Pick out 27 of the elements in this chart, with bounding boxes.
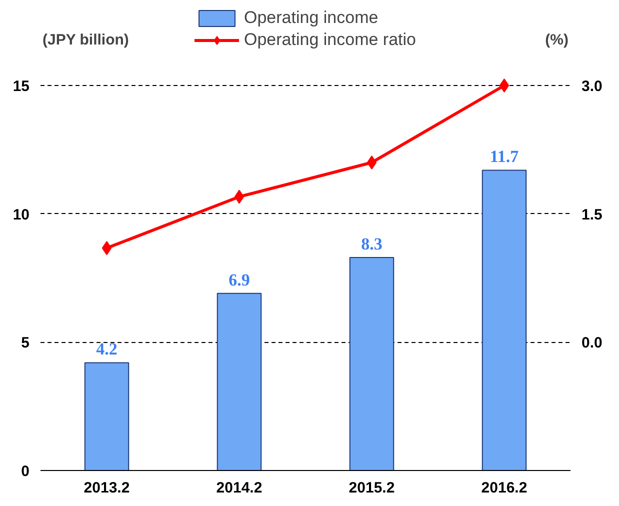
y-tick-label: 5 [21,334,30,352]
data-label: 8.3 [361,234,382,254]
y2-tick-label: 1.5 [582,206,602,224]
bar [84,362,130,470]
legend-label: Operating income [244,8,378,28]
data-label: 4.2 [96,340,118,359]
y-axis-title: (JPY billion) [42,32,129,48]
data-label: 6.9 [228,270,250,290]
y2-tick-label: 3.0 [582,78,602,95]
point [102,241,112,256]
legend-label: Operating income ratio [244,30,416,50]
x-tick-label: 2014.2 [216,480,262,496]
bar [349,256,394,470]
y2-tick-label: 0.0 [582,334,602,352]
point [499,78,510,92]
data-label: 11.7 [490,147,520,166]
y2-axis-title: (%) [545,32,569,48]
x-tick-label: 2015.2 [348,480,395,496]
y-tick-label: 0 [21,463,30,480]
bar [482,170,527,470]
point [366,156,377,170]
bar [216,292,262,470]
point [234,190,244,204]
x-tick-label: 2016.2 [481,480,528,496]
y-tick-label: 10 [12,206,30,224]
y-tick-label: 15 [12,78,30,95]
x-tick-label: 2013.2 [84,480,130,496]
